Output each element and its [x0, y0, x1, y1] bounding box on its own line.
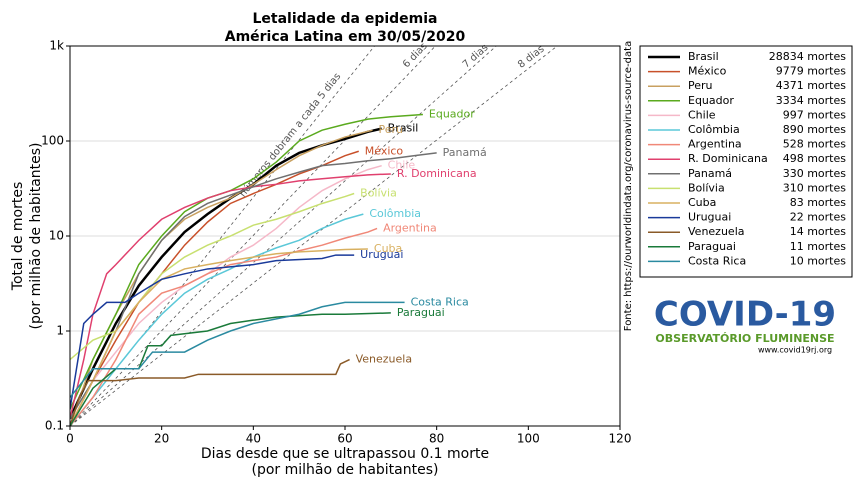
- series-line: [70, 152, 437, 419]
- series-line: [70, 301, 405, 398]
- series-line: [70, 248, 368, 426]
- chart-title: América Latina em 30/05/2020: [225, 29, 466, 45]
- plot-frame: [69, 45, 621, 427]
- legend-name: Chile: [688, 108, 716, 121]
- series-end-label: Equador: [429, 108, 475, 121]
- series-line: [70, 164, 382, 426]
- x-tick-label: 80: [429, 432, 444, 446]
- legend-name: Brasil: [688, 50, 719, 63]
- legend-deaths: 498 mortes: [783, 152, 847, 165]
- legend-name: Peru: [688, 79, 713, 92]
- y-tick-label: 1: [56, 324, 64, 338]
- series-end-label: Paraguai: [397, 306, 445, 319]
- legend-name: Bolívia: [688, 181, 725, 194]
- legend-name: Equador: [688, 94, 734, 107]
- y-tick-label: 0.1: [45, 419, 64, 433]
- legend-deaths: 9779 mortes: [776, 65, 847, 78]
- legend-deaths: 4371 mortes: [776, 79, 847, 92]
- doubling-line: [70, 46, 558, 426]
- series-end-label: Cuba: [374, 242, 402, 255]
- legend-deaths: 83 mortes: [790, 196, 847, 209]
- legend-deaths: 997 mortes: [783, 108, 847, 121]
- legend-name: Cuba: [688, 196, 716, 209]
- legend-box: [639, 45, 853, 278]
- series-line: [70, 150, 359, 426]
- legend-name: Uruguai: [688, 211, 731, 224]
- y-tick-label: 10: [49, 229, 64, 243]
- series-end-label: Bolívia: [360, 187, 397, 200]
- logo-subtitle: OBSERVATÓRIO FLUMINENSE: [655, 332, 834, 345]
- series-end-label: Panamá: [443, 146, 487, 159]
- doubling-label: números dobram a cada 5 dias: [237, 71, 344, 200]
- series-end-label: México: [365, 144, 404, 157]
- series-end-label: Brasil: [388, 122, 419, 135]
- legend-name: Paraguai: [688, 240, 736, 253]
- legend-name: Colômbia: [688, 123, 740, 136]
- x-tick-label: 60: [337, 432, 352, 446]
- chart-title: Letalidade da epidemia: [252, 11, 437, 27]
- series-end-label: R. Dominicana: [397, 167, 477, 180]
- series-line: [70, 254, 355, 410]
- legend-deaths: 310 mortes: [783, 181, 847, 194]
- legend-deaths: 3334 mortes: [776, 94, 847, 107]
- legend-name: Costa Rica: [688, 254, 746, 267]
- series-line: [70, 173, 391, 419]
- y-tick-label: 1k: [49, 39, 64, 53]
- logo-title: COVID-19: [654, 295, 836, 335]
- legend-deaths: 11 mortes: [790, 240, 847, 253]
- doubling-label: 6 dias: [401, 41, 430, 70]
- legend-deaths: 28834 mortes: [769, 50, 847, 63]
- y-axis-label: (por milhão de habitantes): [28, 143, 44, 330]
- y-axis-label: Total de mortes: [10, 182, 26, 291]
- x-tick-label: 40: [246, 432, 261, 446]
- legend-deaths: 10 mortes: [790, 254, 847, 267]
- series-end-label: Colômbia: [369, 207, 421, 220]
- x-tick-label: 120: [609, 432, 632, 446]
- series-line: [70, 227, 378, 426]
- series-line: [70, 113, 423, 410]
- legend-name: México: [688, 65, 727, 78]
- x-tick-label: 20: [154, 432, 169, 446]
- series-end-label: Chile: [388, 159, 416, 172]
- series-line: [70, 129, 373, 426]
- x-tick-label: 100: [517, 432, 540, 446]
- doubling-label: 7 dias: [461, 42, 491, 70]
- series-end-label: Peru: [379, 123, 404, 136]
- x-tick-label: 0: [66, 432, 74, 446]
- legend-name: Venezuela: [688, 225, 745, 238]
- x-axis-label: (por milhão de habitantes): [252, 462, 439, 477]
- legend-name: R. Dominicana: [688, 152, 768, 165]
- legend-deaths: 528 mortes: [783, 138, 847, 151]
- x-axis-label: Dias desde que se ultrapassou 0.1 morte: [201, 446, 489, 462]
- series-end-label: Uruguai: [360, 248, 403, 261]
- legend-deaths: 14 mortes: [790, 225, 847, 238]
- legend-deaths: 330 mortes: [783, 167, 847, 180]
- doubling-line: [70, 46, 497, 426]
- legend-name: Argentina: [688, 138, 742, 151]
- logo-url: www.covid19rj.org: [758, 346, 832, 355]
- series-end-label: Argentina: [383, 221, 437, 234]
- y-tick-label: 100: [41, 134, 64, 148]
- legend-deaths: 890 mortes: [783, 123, 847, 136]
- source: Fonte: https://ourworldindata.org/corona…: [623, 41, 634, 331]
- legend-deaths: 22 mortes: [790, 211, 847, 224]
- doubling-line: [70, 46, 436, 426]
- series-line: [70, 358, 350, 426]
- series-line: [70, 213, 364, 426]
- legend-name: Panamá: [688, 167, 732, 180]
- series-end-label: Venezuela: [356, 353, 413, 366]
- series-end-label: Costa Rica: [411, 295, 469, 308]
